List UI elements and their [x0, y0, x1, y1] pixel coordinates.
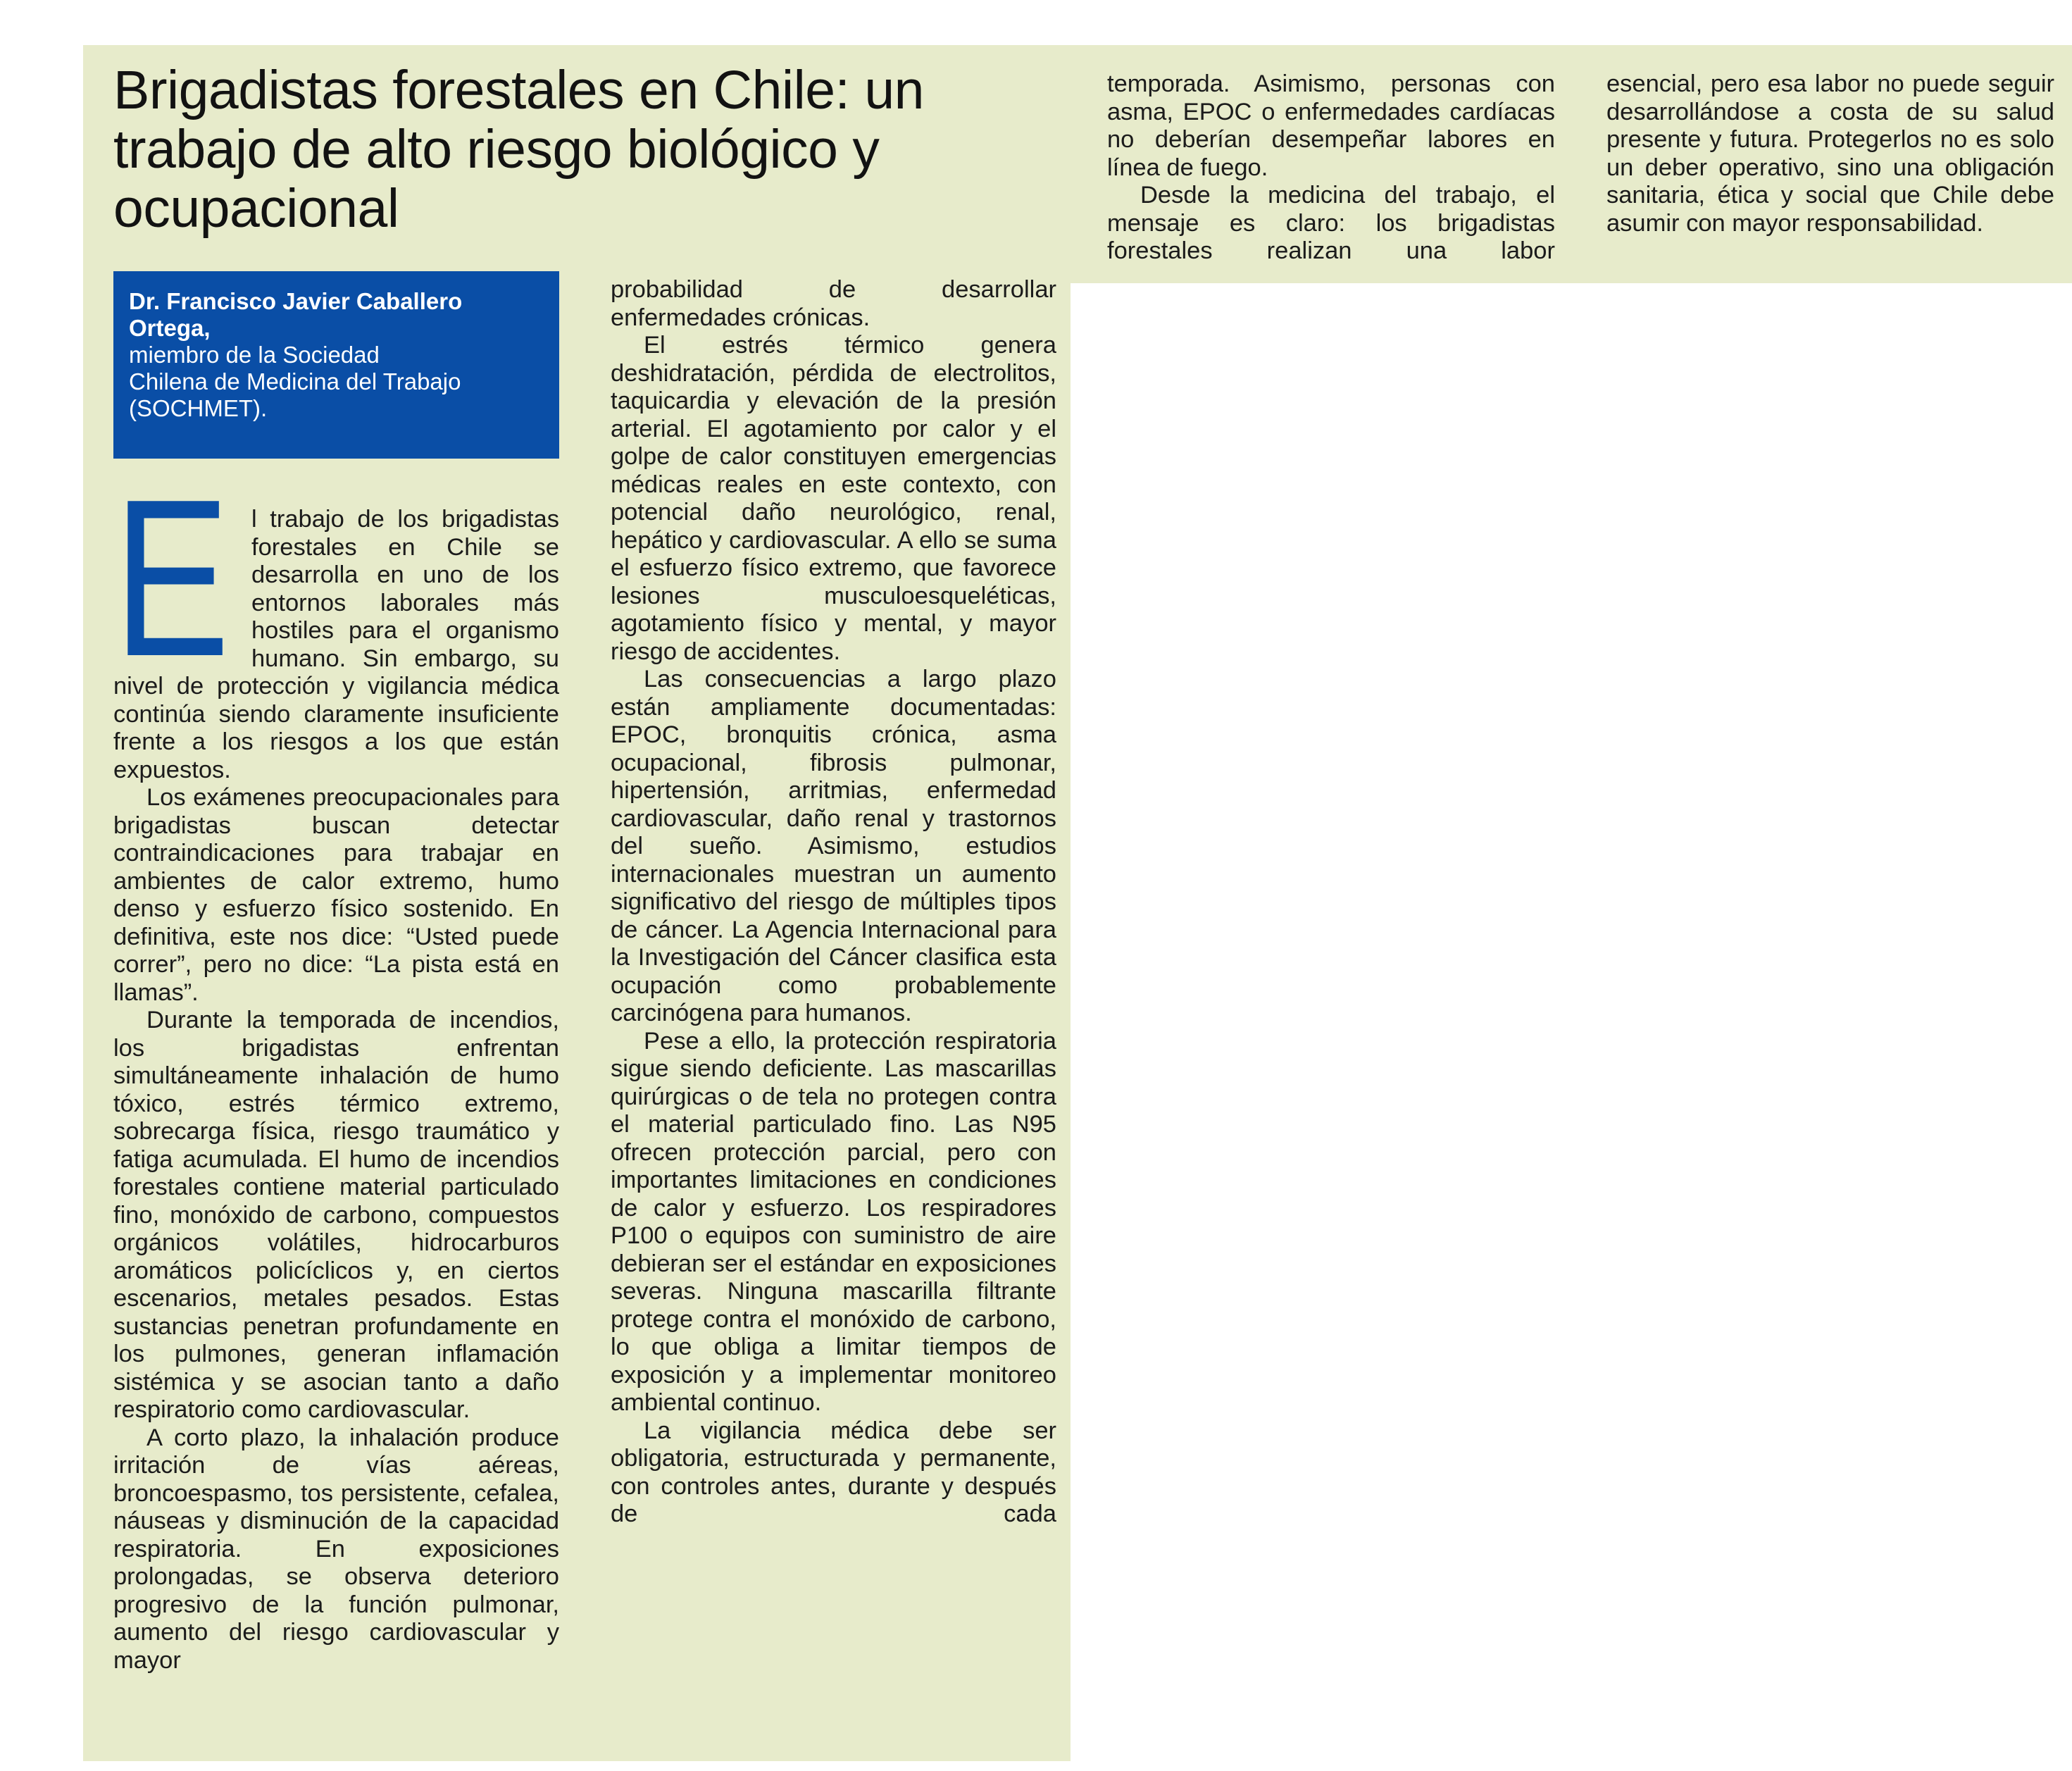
author-affiliation-line: (SOCHMET).: [129, 395, 268, 421]
paragraph: temporada. Asimismo, personas con asma, …: [1107, 70, 1555, 181]
article-column-3: temporada. Asimismo, personas con asma, …: [1107, 70, 1555, 266]
article-column-4: esencial, pero esa labor no puede seguir…: [1606, 70, 2054, 237]
paragraph: Pese a ello, la protección respiratoria …: [611, 1027, 1056, 1417]
drop-cap: E: [113, 466, 242, 690]
author-affiliation-line: Chilena de Medicina del Trabajo: [129, 368, 461, 394]
paragraph: l trabajo de los brigadistas forestales …: [113, 506, 559, 783]
paragraph: Las consecuencias a largo plazo están am…: [611, 666, 1056, 1026]
article-title: Brigadistas forestales en Chile: un trab…: [113, 60, 924, 239]
author-box: Dr. Francisco Javier Caballero Ortega, m…: [113, 271, 559, 459]
drop-cap-letter: E: [113, 453, 230, 703]
paragraph: La vigilancia médica debe ser obligatori…: [611, 1417, 1056, 1528]
paragraph: esencial, pero esa labor no puede seguir…: [1606, 70, 2054, 237]
paragraph: A corto plazo, la inhalación produce irr…: [113, 1424, 559, 1674]
author-name: Dr. Francisco Javier Caballero Ortega,: [129, 288, 463, 341]
paragraph: probabilidad de desarrollar enfermedades…: [611, 276, 1056, 331]
paragraph: Durante la temporada de incendios, los b…: [113, 1007, 559, 1423]
article-background-top: [1071, 45, 2072, 283]
paragraph: El estrés térmico genera deshidratación,…: [611, 332, 1056, 665]
author-affiliation-line: miembro de la Sociedad: [129, 342, 380, 368]
article-column-1: E l trabajo de los brigadistas forestale…: [113, 466, 559, 1674]
paragraph: Desde la medicina del trabajo, el mensaj…: [1107, 182, 1555, 264]
article-column-2: probabilidad de desarrollar enfermedades…: [611, 276, 1056, 1529]
paragraph: Los exámenes preocupacionales para briga…: [113, 784, 559, 1006]
